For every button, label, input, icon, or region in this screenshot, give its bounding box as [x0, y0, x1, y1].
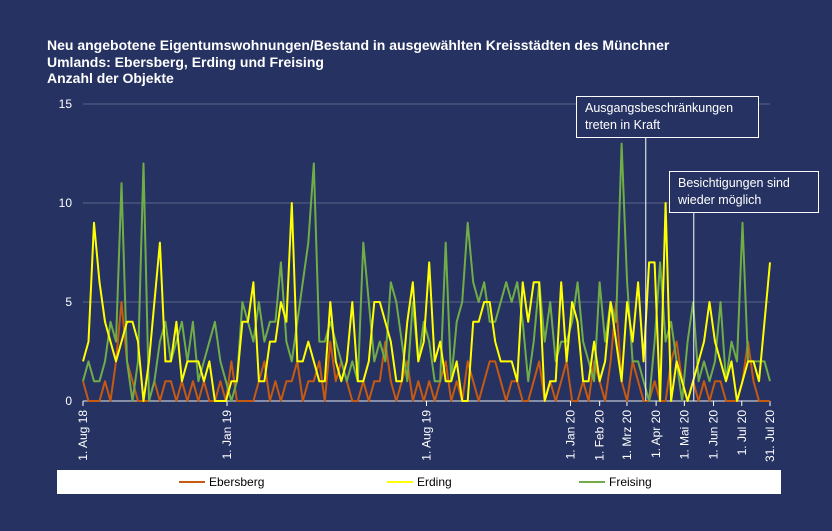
- legend-label-ebersberg: Ebersberg: [209, 475, 265, 489]
- annotation-lockdown-text: Ausgangsbeschränkungen treten in Kraft: [585, 101, 734, 132]
- legend-label-freising: Freising: [609, 475, 652, 489]
- chart-annotation-markers: [645, 137, 695, 401]
- x-tick-label: 1. Aug 19: [420, 410, 434, 461]
- x-tick-label: 1. Jul 20: [735, 410, 749, 456]
- legend-swatch-erding: [387, 481, 413, 483]
- chart-series: [82, 142, 771, 402]
- x-tick-label: 1. Jan 20: [563, 410, 577, 460]
- chart-y-axis-unit: Anzahl der Objekte: [47, 70, 174, 86]
- x-tick-label: 1. Jan 19: [220, 410, 234, 460]
- legend-item-freising: Freising: [579, 470, 652, 494]
- y-tick-label: 0: [65, 394, 72, 408]
- chart-x-axis: 1. Aug 18 1. Jan 19 1. Aug 19 1. Jan 20 1. F…: [76, 401, 777, 462]
- x-tick-label: 1. Mrz 20: [620, 410, 634, 460]
- annotation-lockdown: Ausgangsbeschränkungen treten in Kraft: [576, 96, 759, 138]
- legend-swatch-ebersberg: [179, 481, 205, 483]
- chart-y-axis: 0 5 10 15: [59, 97, 73, 408]
- annotation-viewings-text: Besichtigungen sind wieder möglich: [678, 176, 790, 207]
- chart-title-line-2: Umlands: Ebersberg, Erding und Freising: [47, 53, 324, 70]
- series-line-freising: [82, 142, 771, 402]
- chart-legend: Ebersberg Erding Freising: [57, 470, 781, 494]
- x-tick-label: 1. Jun 20: [707, 410, 721, 460]
- series-line-ebersberg: [82, 301, 770, 402]
- legend-item-erding: Erding: [387, 470, 452, 494]
- y-tick-label: 15: [59, 97, 73, 111]
- chart-title: Neu angebotene Eigentumswohnungen/Bestan…: [47, 37, 669, 87]
- chart-title-line-1: Neu angebotene Eigentumswohnungen/Bestan…: [47, 37, 670, 53]
- x-tick-label: 1. Feb 20: [593, 410, 607, 461]
- x-tick-label: 1. Mai 20: [677, 410, 691, 460]
- x-tick-label: 31. Jul 20: [763, 410, 777, 462]
- legend-swatch-freising: [579, 481, 605, 483]
- x-tick-label: 1. Aug 18: [76, 410, 90, 461]
- x-tick-label: 1. Apr 20: [649, 410, 663, 458]
- y-tick-label: 5: [65, 295, 72, 309]
- legend-label-erding: Erding: [417, 475, 452, 489]
- legend-item-ebersberg: Ebersberg: [179, 470, 264, 494]
- series-line-erding: [82, 202, 771, 402]
- y-tick-label: 10: [59, 196, 73, 210]
- annotation-viewings: Besichtigungen sind wieder möglich: [669, 171, 819, 213]
